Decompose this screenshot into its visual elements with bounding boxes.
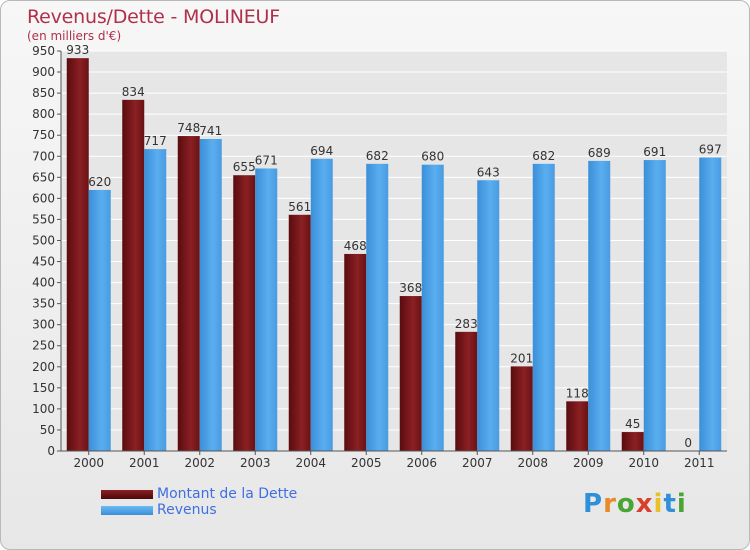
y-tick-label: 850 (32, 86, 55, 100)
bar-debt (122, 99, 145, 451)
bar-debt (566, 401, 589, 451)
y-tick-label: 200 (32, 360, 55, 374)
bar-revenue (699, 157, 722, 452)
data-label-debt: 933 (66, 43, 89, 57)
bar-debt (288, 214, 311, 451)
data-label-debt: 45 (625, 417, 640, 431)
bar-revenue (310, 158, 333, 451)
y-tick-label: 50 (40, 423, 55, 437)
x-tick-label: 2009 (573, 456, 604, 470)
x-tick-label: 2004 (295, 456, 326, 470)
data-label-debt: 834 (122, 85, 145, 99)
data-label-debt: 748 (177, 121, 200, 135)
bar-revenue (532, 163, 555, 451)
data-label-debt: 655 (233, 160, 256, 174)
bar-debt (621, 432, 644, 451)
x-tick-label: 2002 (184, 456, 215, 470)
x-tick-label: 2001 (129, 456, 160, 470)
logo-letter: o (616, 489, 636, 519)
y-tick-label: 400 (32, 276, 55, 290)
y-tick-label: 900 (32, 65, 55, 79)
legend-label-revenue: Revenus (157, 502, 217, 518)
y-tick-label: 250 (32, 339, 55, 353)
data-label-debt: 283 (455, 317, 478, 331)
bar-revenue (144, 149, 167, 451)
x-tick-label: 2006 (406, 456, 437, 470)
y-tick-label: 100 (32, 402, 55, 416)
x-tick-label: 2000 (73, 456, 104, 470)
bar-debt (66, 58, 89, 451)
bar-revenue (643, 160, 666, 452)
data-label-debt: 468 (344, 239, 367, 253)
y-tick-label: 350 (32, 297, 55, 311)
data-label-revenue: 680 (421, 150, 444, 164)
bar-revenue (588, 160, 611, 452)
bar-revenue (366, 163, 389, 451)
data-label-revenue: 717 (144, 134, 167, 148)
bar-debt (344, 253, 367, 451)
logo-letter: P (583, 489, 604, 519)
data-label-debt: 118 (566, 386, 589, 400)
bar-debt (177, 136, 200, 452)
bar-revenue (255, 168, 278, 451)
data-label-revenue: 694 (310, 144, 333, 158)
data-label-revenue: 643 (477, 165, 500, 179)
chart-subtitle: (en milliers d'€) (27, 29, 122, 43)
bar-revenue (88, 189, 111, 451)
y-tick-label: 650 (32, 170, 55, 184)
x-tick-label: 2003 (240, 456, 271, 470)
y-tick-label: 950 (32, 44, 55, 58)
data-label-revenue: 620 (88, 175, 111, 189)
data-label-revenue: 682 (532, 149, 555, 163)
bar-debt (233, 175, 256, 452)
logo-letter: x (635, 489, 654, 519)
data-label-revenue: 697 (699, 143, 722, 157)
y-tick-label: 300 (32, 318, 55, 332)
y-tick-label: 700 (32, 149, 55, 163)
proxiti-logo: Proxiti (583, 489, 687, 519)
bar-revenue (477, 180, 500, 451)
bar-revenue (421, 164, 444, 451)
data-label-debt: 0 (684, 436, 692, 450)
logo-letter: r (603, 489, 617, 519)
bar-revenue (199, 139, 222, 451)
bar-debt (399, 296, 422, 451)
y-tick-label: 800 (32, 107, 55, 121)
y-tick-label: 600 (32, 191, 55, 205)
x-tick-label: 2011 (684, 456, 715, 470)
bar-debt (455, 331, 478, 451)
bar-debt (510, 366, 533, 451)
chart-title: Revenus/Dette - MOLINEUF (27, 6, 280, 28)
y-tick-label: 150 (32, 381, 55, 395)
logo-letter: i (653, 489, 664, 519)
x-tick-label: 2005 (351, 456, 382, 470)
data-label-debt: 368 (399, 281, 422, 295)
legend-swatch-revenue (101, 506, 153, 515)
y-tick-label: 0 (47, 444, 55, 458)
data-label-debt: 561 (288, 200, 311, 214)
plot-area (61, 51, 727, 451)
data-label-revenue: 741 (199, 124, 222, 138)
data-label-revenue: 691 (643, 145, 666, 159)
logo-letter: i (676, 489, 687, 519)
data-label-revenue: 671 (255, 153, 278, 167)
x-tick-label: 2010 (628, 456, 659, 470)
data-label-debt: 201 (510, 351, 533, 365)
x-tick-label: 2007 (462, 456, 493, 470)
y-tick-label: 450 (32, 255, 55, 269)
data-label-revenue: 682 (366, 149, 389, 163)
logo-letter: t (663, 489, 677, 519)
x-tick-label: 2008 (517, 456, 548, 470)
y-tick-label: 500 (32, 233, 55, 247)
y-tick-label: 550 (32, 212, 55, 226)
data-label-revenue: 689 (588, 146, 611, 160)
legend-label-debt: Montant de la Dette (157, 486, 298, 502)
legend-swatch-debt (101, 490, 153, 499)
y-tick-label: 750 (32, 128, 55, 142)
